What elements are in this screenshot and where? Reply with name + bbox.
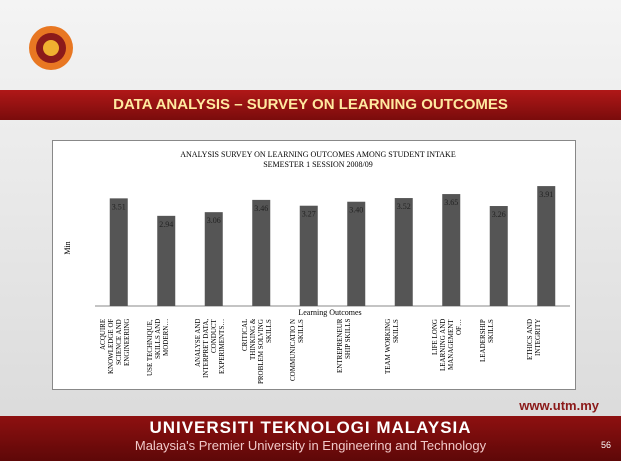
x-tick-label: ANALYSE AND INTERPRET DATA, CONDUCT EXPE… (194, 319, 234, 385)
x-axis-label: Learning Outcomes (298, 308, 361, 317)
value-label: 3.91 (539, 190, 553, 199)
chart: ANALYSIS SURVEY ON LEARNING OUTCOMES AMO… (0, 0, 621, 461)
bar (157, 216, 175, 306)
x-tick-label: CRITICAL THINKING & PROBLEM SOLVING SKIL… (241, 319, 281, 385)
slide: DATA ANALYSIS – SURVEY ON LEARNING OUTCO… (0, 0, 621, 461)
bar (347, 202, 365, 306)
x-tick-label: LIFE LONG LEARNING AND MANAGEMENT OF… (431, 319, 471, 385)
tagline: Malaysia's Premier University in Enginee… (0, 438, 621, 453)
x-tick-label: TEAM WORKING SKILLS (384, 319, 424, 385)
bar (252, 200, 270, 306)
bar (537, 186, 555, 306)
x-tick-label: LEADERSHIP SKILLS (479, 319, 519, 385)
bar (205, 212, 223, 306)
chart-title: ANALYSIS SURVEY ON LEARNING OUTCOMES AMO… (180, 150, 456, 159)
x-tick-label: USE TECHNIQUE, SKILLS AND MODERN… (146, 319, 186, 385)
page-number: 56 (601, 440, 611, 450)
bar (442, 194, 460, 306)
x-tick-label: ACQUIRE KNOWLEDGE OF SCIENCE AND ENGINEE… (99, 319, 139, 385)
bar (110, 198, 128, 306)
website: www.utm.my (519, 398, 599, 413)
value-label: 3.26 (492, 210, 506, 219)
y-axis-label: Min (63, 241, 72, 254)
chart-subtitle: SEMESTER 1 SESSION 2008/09 (263, 160, 373, 169)
x-tick-label: COMMUNICATIO N SKILLS (289, 319, 329, 385)
value-label: 3.51 (112, 202, 126, 211)
x-tick-label: ENTREPRENEUR SHIP SKILLS (336, 319, 376, 385)
university-name: UNIVERSITI TEKNOLOGI MALAYSIA (0, 418, 621, 438)
value-label: 2.94 (159, 220, 173, 229)
bar (300, 206, 318, 306)
value-label: 3.06 (207, 216, 221, 225)
value-label: 3.52 (397, 202, 411, 211)
x-tick-label: ETHICS AND INTEGRITY (526, 319, 566, 385)
value-label: 3.65 (444, 198, 458, 207)
bar (395, 198, 413, 306)
value-label: 3.46 (254, 204, 268, 213)
value-label: 3.27 (302, 210, 316, 219)
value-label: 3.40 (349, 206, 363, 215)
bar (490, 206, 508, 306)
